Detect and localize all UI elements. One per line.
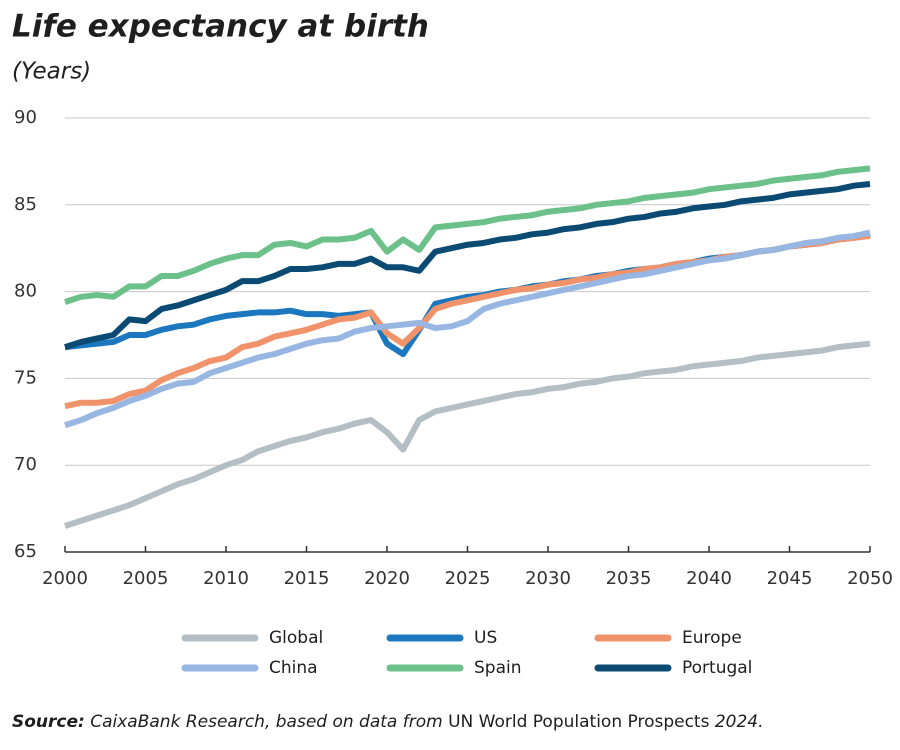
y-tick-label: 65 <box>14 541 37 562</box>
y-tick-label: 90 <box>14 107 37 128</box>
source-year: 2024. <box>715 712 764 732</box>
x-tick-label: 2000 <box>42 568 88 589</box>
x-tick-label: 2050 <box>847 568 893 589</box>
x-tick-label: 2040 <box>686 568 732 589</box>
x-tick-label: 2025 <box>445 568 491 589</box>
x-tick-label: 2035 <box>606 568 652 589</box>
series-line <box>64 229 871 429</box>
legend-label: China <box>269 658 318 678</box>
chart-subtitle: (Years) <box>12 59 91 85</box>
y-tick-label: 70 <box>14 454 37 475</box>
x-tick-label: 2030 <box>525 568 571 589</box>
source-dataset: UN World Population Prospects <box>448 712 709 732</box>
y-tick-label: 80 <box>14 281 37 302</box>
legend-label: Europe <box>682 628 742 648</box>
x-tick-label: 2005 <box>123 568 169 589</box>
x-tick-label: 2015 <box>284 568 330 589</box>
series-line <box>64 180 871 351</box>
chart-title: Life expectancy at birth <box>12 9 429 45</box>
legend-label: US <box>474 628 497 648</box>
x-tick-label: 2010 <box>203 568 249 589</box>
y-tick-label: 85 <box>14 194 37 215</box>
series-line <box>64 340 871 529</box>
legend-label: Portugal <box>682 658 752 678</box>
series-line <box>64 165 871 305</box>
source-label: Source: <box>12 712 85 732</box>
y-tick-label: 75 <box>14 367 37 388</box>
legend-label: Spain <box>474 658 522 678</box>
x-tick-label: 2020 <box>364 568 410 589</box>
source-note: Source: CaixaBank Research, based on dat… <box>12 712 764 732</box>
x-tick-label: 2045 <box>767 568 813 589</box>
legend-label: Global <box>269 628 323 648</box>
source-text: CaixaBank Research, based on data from <box>90 712 442 732</box>
